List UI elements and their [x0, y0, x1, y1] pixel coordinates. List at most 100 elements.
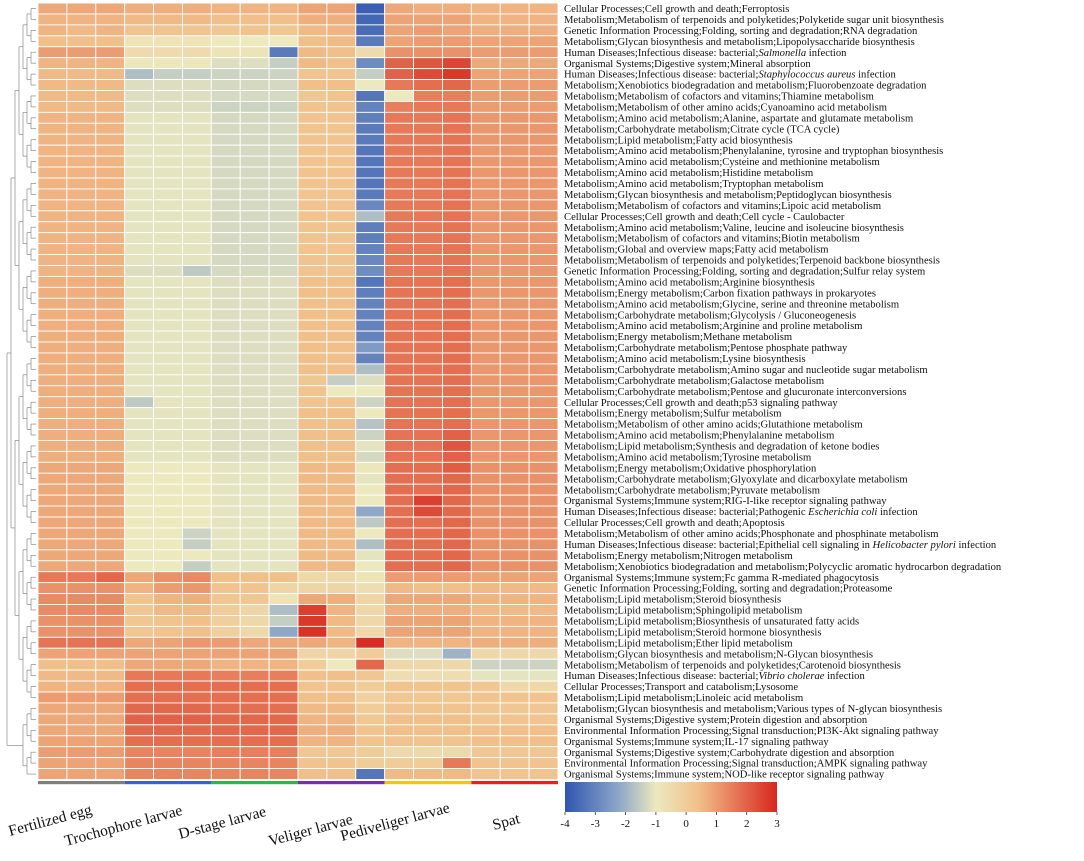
heatmap-cell — [470, 2, 501, 15]
heatmap-cell — [181, 90, 212, 102]
heatmap-cell — [297, 450, 328, 463]
heatmap-cell — [239, 363, 270, 376]
heatmap-cell — [66, 57, 97, 70]
heatmap-cell — [153, 177, 183, 190]
heatmap-cell — [66, 155, 97, 168]
heatmap-cell — [384, 144, 415, 157]
row-label: Metabolism;Carbohydrate metabolism;Pento… — [564, 343, 848, 354]
heatmap-cell — [528, 155, 559, 168]
heatmap-cell — [470, 166, 501, 179]
heatmap-cell — [268, 680, 299, 693]
heatmap-cell — [528, 505, 559, 518]
heatmap-cell — [95, 407, 126, 420]
heatmap-cell — [66, 341, 97, 354]
row-label: Genetic Information Processing;Folding, … — [564, 584, 893, 595]
heatmap-cell — [528, 46, 559, 59]
heatmap-cell — [66, 13, 97, 26]
heatmap-cell — [384, 79, 415, 91]
heatmap-cell — [37, 286, 68, 299]
row-label: Metabolism;Global and overview maps;Fatt… — [564, 245, 829, 256]
heatmap-cell — [499, 407, 530, 420]
heatmap-cell — [210, 254, 241, 266]
heatmap-cell — [326, 571, 357, 584]
heatmap-cell — [124, 527, 155, 540]
heatmap-cell — [153, 505, 183, 518]
heatmap-cell — [470, 636, 501, 649]
heatmap-cell — [124, 647, 155, 660]
heatmap-cell — [181, 483, 212, 496]
heatmap-cell — [384, 483, 415, 496]
heatmap-cell — [528, 90, 559, 102]
heatmap-cell — [470, 571, 501, 584]
group-bar — [471, 781, 558, 785]
heatmap-cell — [355, 79, 386, 91]
heatmap-cell — [326, 396, 357, 409]
heatmap-cell — [239, 407, 270, 420]
heatmap-cell — [499, 429, 530, 441]
heatmap-cell — [384, 418, 415, 430]
heatmap-cell — [413, 669, 443, 682]
heatmap-cell — [95, 243, 126, 256]
row-label: Metabolism;Amino acid metabolism;Lysine … — [564, 354, 806, 365]
heatmap-cell — [355, 746, 386, 759]
heatmap-cell — [239, 221, 270, 234]
heatmap-cell — [239, 450, 270, 463]
heatmap-cell — [239, 133, 270, 146]
heatmap-cell — [326, 429, 357, 441]
row-label: Metabolism;Lipid metabolism;Fatty acid b… — [564, 135, 793, 146]
heatmap-cell — [384, 604, 415, 616]
heatmap-cell — [95, 210, 126, 223]
heatmap-cell — [355, 57, 386, 70]
heatmap-cell — [210, 144, 241, 157]
heatmap-cell — [153, 450, 183, 463]
heatmap-cell — [181, 308, 212, 321]
heatmap-cell — [153, 319, 183, 332]
heatmap-cell — [210, 647, 241, 660]
heatmap-cell — [326, 2, 357, 15]
heatmap-cell — [37, 746, 68, 759]
heatmap-cell — [181, 297, 212, 310]
heatmap-cell — [441, 658, 472, 671]
row-label: Metabolism;Energy metabolism;Nitrogen me… — [564, 551, 793, 562]
heatmap-cell — [95, 232, 126, 245]
heatmap-cell — [181, 24, 212, 37]
heatmap-cell — [441, 319, 472, 332]
heatmap-cell — [297, 57, 328, 70]
heatmap-cell — [239, 199, 270, 212]
heatmap-cell — [153, 615, 183, 627]
heatmap-cell — [441, 243, 472, 256]
heatmap-cell — [239, 560, 270, 573]
heatmap-cell — [239, 286, 270, 299]
heatmap-cell — [239, 658, 270, 671]
heatmap-cell — [441, 505, 472, 518]
heatmap-cell — [297, 494, 328, 507]
heatmap-cell — [181, 429, 212, 441]
heatmap-cell — [355, 330, 386, 343]
heatmap-cell — [297, 13, 328, 26]
heatmap-cell — [326, 297, 357, 310]
heatmap-cell — [239, 647, 270, 660]
heatmap-cell — [181, 177, 212, 190]
heatmap-cell — [355, 538, 386, 551]
heatmap-cell — [297, 144, 328, 157]
heatmap-cell — [355, 505, 386, 518]
heatmap-cell — [124, 46, 155, 59]
heatmap-cell — [413, 24, 443, 37]
heatmap-cell — [384, 461, 415, 474]
heatmap-cell — [66, 538, 97, 551]
row-label: Human Diseases;Infectious disease: bacte… — [564, 70, 896, 81]
heatmap-cell — [441, 450, 472, 463]
heatmap-cell — [66, 319, 97, 332]
heatmap-cell — [470, 341, 501, 354]
heatmap-cell — [384, 2, 415, 15]
row-label: Cellular Processes;Transport and catabol… — [564, 682, 798, 693]
heatmap-cell — [326, 275, 357, 288]
heatmap-cell — [297, 111, 328, 124]
heatmap-cell — [384, 571, 415, 584]
heatmap-cell — [37, 79, 68, 91]
heatmap-cell — [95, 593, 126, 605]
heatmap-cell — [66, 396, 97, 409]
heatmap-cell — [528, 472, 559, 485]
heatmap-cell — [528, 724, 559, 737]
heatmap-cell — [37, 363, 68, 376]
